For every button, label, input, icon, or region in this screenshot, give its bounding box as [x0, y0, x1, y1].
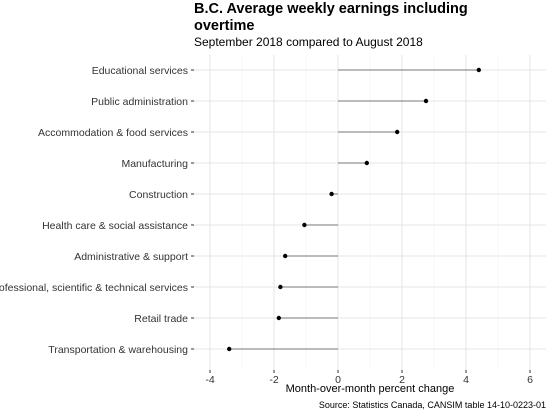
category-label: Administrative & support [74, 251, 188, 263]
x-tick-label: 0 [335, 374, 341, 386]
x-tick-label: 2 [399, 374, 405, 386]
category-label: Public administration [91, 96, 188, 108]
category-label: Educational services [92, 65, 188, 77]
lollipop-dot [395, 129, 400, 135]
lollipop-dot [329, 191, 334, 197]
category-label: Construction [129, 189, 188, 201]
x-axis-title: Month-over-month percent change [286, 383, 455, 395]
lollipop-dot [423, 98, 429, 104]
category-label: Retail trade [134, 313, 188, 325]
lollipop-dot [476, 67, 481, 73]
x-tick-label: -4 [205, 374, 214, 386]
lollipop-dot [364, 160, 369, 166]
source-note: Source: Statistics Canada, CANSIM table … [318, 400, 546, 410]
lollipop-dots [227, 67, 481, 352]
x-axis-ticks [209, 370, 531, 373]
lollipop-dot [278, 284, 283, 290]
x-tick-label: 4 [463, 374, 469, 386]
gridlines [194, 55, 546, 370]
x-tick-label: 6 [527, 374, 533, 386]
category-label: Professional, scientific & technical ser… [0, 282, 188, 294]
category-label: Manufacturing [121, 158, 188, 170]
category-label: Health care & social assistance [42, 220, 188, 232]
lollipop-stems [229, 69, 479, 350]
chart-subtitle: September 2018 compared to August 2018 [194, 35, 423, 49]
lollipop-dot [283, 253, 288, 259]
y-axis-labels: Educational services Public administratio… [0, 65, 194, 356]
lollipop-dot [302, 222, 307, 228]
category-label: Transportation & warehousing [48, 344, 188, 356]
x-tick-label: -2 [269, 374, 278, 386]
lollipop-dot [227, 346, 232, 352]
category-label: Accommodation & food services [38, 127, 188, 139]
chart-title: B.C. Average weekly earnings including o… [194, 1, 468, 34]
x-axis-tick-labels: -4 -2 0 2 4 6 [205, 374, 533, 386]
lollipop-dot [276, 315, 281, 321]
